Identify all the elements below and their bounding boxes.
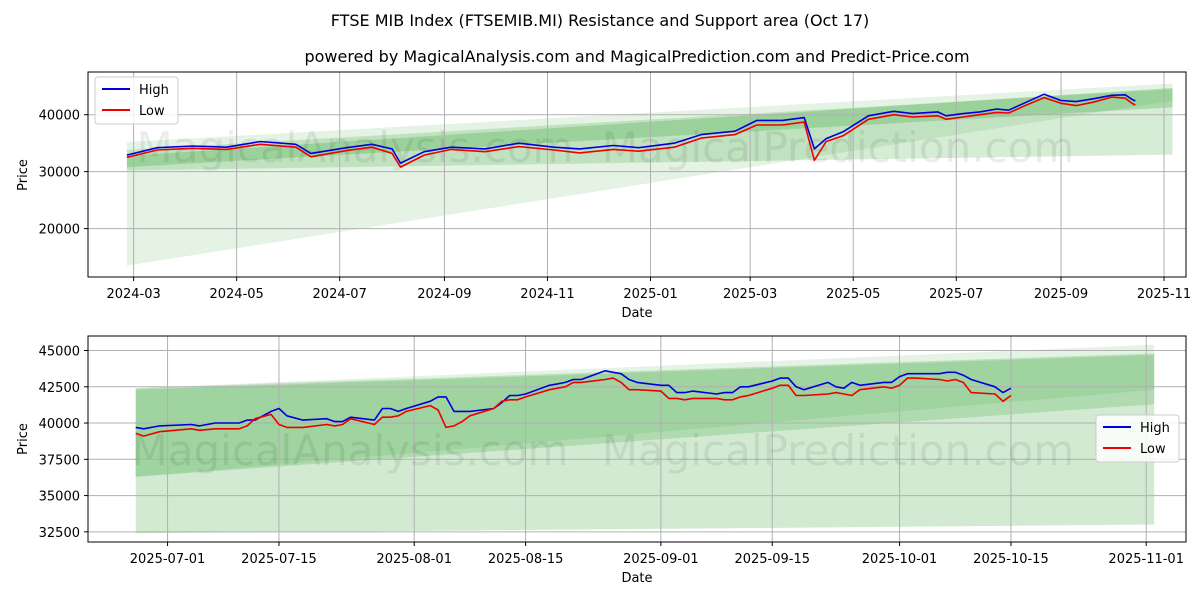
watermark-right-bottom: MagicalPrediction.com — [602, 426, 1075, 475]
bottom-x-axis-title: Date — [621, 571, 652, 586]
bottom-series-low — [135, 377, 1012, 437]
top-x-tick-label-9: 2025-09 — [1034, 287, 1088, 302]
top-x-tick-label-4: 2024-11 — [520, 287, 574, 302]
top-legend-high-label: High — [139, 83, 169, 98]
top-series-high — [126, 93, 1136, 164]
top-y-tick-label-2: 40000 — [39, 109, 80, 124]
bottom-y-ticks: 32500 35000 37500 40000 42500 45000 — [39, 345, 88, 541]
top-panel-subtitle: powered by MagicalAnalysis.com and Magic… — [304, 47, 969, 66]
top-y-tick-label-0: 20000 — [39, 223, 80, 238]
top-panel: powered by MagicalAnalysis.com and Magic… — [16, 47, 1191, 321]
bottom-legend-low-label: Low — [1140, 442, 1166, 457]
bottom-plot-area — [88, 336, 1186, 542]
bottom-watermarks: MagicalAnalysis.com MagicalPrediction.co… — [132, 426, 1075, 475]
top-gridlines — [88, 72, 1186, 277]
bottom-y-tick-label-5: 45000 — [39, 345, 80, 360]
bottom-x-tick-label-7: 2025-10-15 — [973, 552, 1049, 567]
top-x-axis-title: Date — [621, 306, 652, 321]
watermark-left-bottom: MagicalAnalysis.com — [132, 426, 569, 475]
bottom-series — [135, 369, 1012, 437]
figure-title: FTSE MIB Index (FTSEMIB.MI) Resistance a… — [331, 11, 870, 30]
top-x-tick-label-2: 2024-07 — [313, 287, 367, 302]
top-x-tick-label-0: 2024-03 — [106, 287, 160, 302]
top-plot-frame — [87, 71, 1187, 278]
bottom-plot-frame — [87, 335, 1187, 543]
top-watermarks: MagicalAnalysis.com MagicalPrediction.co… — [137, 123, 1075, 172]
bottom-x-tick-label-5: 2025-09-15 — [734, 552, 810, 567]
top-plot-area — [88, 72, 1186, 277]
watermark-left: MagicalAnalysis.com — [137, 123, 574, 172]
bottom-x-tick-label-0: 2025-07-01 — [130, 552, 206, 567]
bottom-x-tick-label-3: 2025-08-15 — [488, 552, 564, 567]
bottom-y-tick-label-1: 35000 — [39, 490, 80, 505]
bottom-legend-high-label: High — [1140, 421, 1170, 436]
top-series-low — [126, 96, 1136, 168]
top-legend-low-label: Low — [139, 104, 165, 119]
bottom-y-tick-label-3: 40000 — [39, 417, 80, 432]
top-series — [126, 93, 1136, 168]
bottom-y-tick-label-4: 42500 — [39, 381, 80, 396]
bottom-x-tick-label-6: 2025-10-01 — [862, 552, 938, 567]
bottom-x-tick-label-4: 2025-09-01 — [623, 552, 699, 567]
bottom-series-high — [135, 369, 1012, 430]
bottom-gridlines — [88, 336, 1186, 542]
top-y-tick-label-1: 30000 — [39, 166, 80, 181]
bottom-x-tick-label-8: 2025-11-01 — [1108, 552, 1184, 567]
watermark-right: MagicalPrediction.com — [602, 123, 1075, 172]
top-x-tick-label-7: 2025-05 — [826, 287, 880, 302]
top-x-tick-label-3: 2024-09 — [417, 287, 471, 302]
bottom-x-tick-label-2: 2025-08-01 — [376, 552, 452, 567]
top-x-tick-label-1: 2024-05 — [209, 287, 263, 302]
top-legend: High Low — [94, 76, 179, 125]
bottom-panel: MagicalAnalysis.com MagicalPrediction.co… — [16, 335, 1187, 586]
bottom-x-tick-label-1: 2025-07-15 — [241, 552, 317, 567]
top-band-support-wide — [126, 89, 1173, 171]
top-x-tick-label-5: 2025-01 — [623, 287, 677, 302]
top-y-ticks: 20000 30000 40000 — [39, 109, 88, 238]
bottom-y-tick-label-2: 37500 — [39, 453, 80, 468]
top-x-tick-label-6: 2025-03 — [723, 287, 777, 302]
top-y-axis-title: Price — [16, 159, 31, 191]
bottom-x-ticks: 2025-07-01 2025-07-15 2025-08-01 2025-08-15… — [130, 542, 1184, 567]
top-x-tick-label-10: 2025-11 — [1137, 287, 1191, 302]
top-band-resistance-wide — [126, 83, 1173, 266]
bottom-y-tick-label-0: 32500 — [39, 526, 80, 541]
top-x-ticks: 2024-03 2024-05 2024-07 2024-09 2024-11 2025-… — [106, 277, 1191, 302]
bottom-legend: High Low — [1095, 414, 1180, 463]
top-x-tick-label-8: 2025-07 — [929, 287, 983, 302]
bottom-y-axis-title: Price — [16, 423, 31, 455]
